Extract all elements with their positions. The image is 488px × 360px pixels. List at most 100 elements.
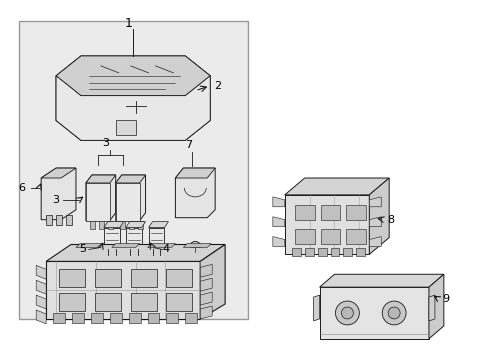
Polygon shape [368, 217, 381, 227]
Bar [128, 221, 133, 229]
Bar [346, 205, 366, 220]
Bar [59, 293, 85, 311]
Polygon shape [147, 243, 175, 247]
Polygon shape [200, 278, 212, 291]
Polygon shape [36, 265, 46, 279]
Bar [95, 293, 121, 311]
Bar [330, 248, 339, 256]
Text: 8: 8 [386, 215, 393, 225]
Bar [125, 228, 142, 249]
Polygon shape [41, 168, 76, 220]
Bar [56, 215, 62, 225]
Text: 1: 1 [124, 17, 132, 30]
Bar [128, 313, 141, 323]
Bar [109, 313, 122, 323]
Polygon shape [46, 261, 200, 319]
Polygon shape [183, 243, 211, 247]
Bar [46, 215, 52, 225]
Polygon shape [56, 56, 210, 96]
Bar [103, 228, 120, 249]
Polygon shape [284, 178, 388, 195]
Polygon shape [116, 175, 145, 183]
Polygon shape [76, 243, 103, 247]
Polygon shape [272, 197, 284, 207]
Bar [294, 205, 314, 220]
Text: 4: 4 [163, 244, 170, 255]
Polygon shape [200, 244, 224, 319]
Polygon shape [272, 237, 284, 247]
Polygon shape [175, 168, 215, 178]
Polygon shape [46, 244, 224, 261]
Bar [166, 313, 178, 323]
Polygon shape [36, 295, 46, 309]
Text: 7: 7 [184, 140, 191, 150]
Polygon shape [56, 76, 210, 140]
Bar [59, 269, 85, 287]
Polygon shape [284, 195, 368, 255]
Polygon shape [86, 175, 116, 221]
Polygon shape [368, 237, 381, 247]
Polygon shape [200, 264, 212, 277]
Bar [53, 313, 65, 323]
Bar [66, 215, 72, 225]
Bar [320, 205, 340, 220]
Bar [95, 269, 121, 287]
Polygon shape [86, 183, 109, 221]
Polygon shape [116, 183, 139, 221]
Circle shape [341, 307, 353, 319]
Bar [72, 313, 84, 323]
Text: 3: 3 [102, 138, 109, 148]
Bar [317, 248, 326, 256]
Polygon shape [319, 287, 428, 339]
Bar [185, 313, 197, 323]
Bar [19, 21, 247, 319]
Polygon shape [36, 280, 46, 294]
Polygon shape [313, 295, 319, 321]
Bar [304, 248, 313, 256]
Polygon shape [175, 168, 215, 218]
Polygon shape [200, 292, 212, 305]
Text: 2: 2 [214, 81, 221, 91]
Bar [343, 248, 352, 256]
Bar [130, 269, 156, 287]
Polygon shape [319, 274, 443, 287]
Polygon shape [272, 217, 284, 227]
Bar [346, 229, 366, 243]
Polygon shape [148, 222, 168, 228]
Circle shape [387, 307, 399, 319]
Polygon shape [428, 295, 434, 321]
Polygon shape [368, 197, 381, 207]
Bar [166, 293, 192, 311]
Polygon shape [428, 274, 443, 339]
Bar [120, 221, 124, 229]
Bar [291, 248, 300, 256]
Polygon shape [56, 56, 210, 140]
Polygon shape [368, 178, 388, 255]
Bar [99, 221, 103, 229]
Bar [320, 229, 340, 243]
Circle shape [189, 242, 201, 253]
Bar [148, 228, 164, 249]
Bar [147, 313, 159, 323]
Polygon shape [116, 121, 135, 135]
Text: 5: 5 [79, 244, 86, 255]
Text: 3: 3 [53, 195, 60, 205]
Polygon shape [36, 310, 46, 324]
Bar [356, 248, 365, 256]
Polygon shape [116, 175, 145, 221]
Polygon shape [41, 168, 76, 178]
Text: 9: 9 [441, 294, 448, 304]
Polygon shape [103, 222, 123, 228]
Circle shape [335, 301, 359, 325]
Bar [137, 221, 142, 229]
Polygon shape [86, 175, 116, 183]
Circle shape [382, 301, 405, 325]
Text: 6: 6 [18, 183, 25, 193]
Bar [130, 293, 156, 311]
Bar [294, 229, 314, 243]
Bar [90, 221, 95, 229]
Polygon shape [125, 222, 145, 228]
Bar [166, 269, 192, 287]
Polygon shape [200, 306, 212, 319]
Bar [91, 313, 102, 323]
